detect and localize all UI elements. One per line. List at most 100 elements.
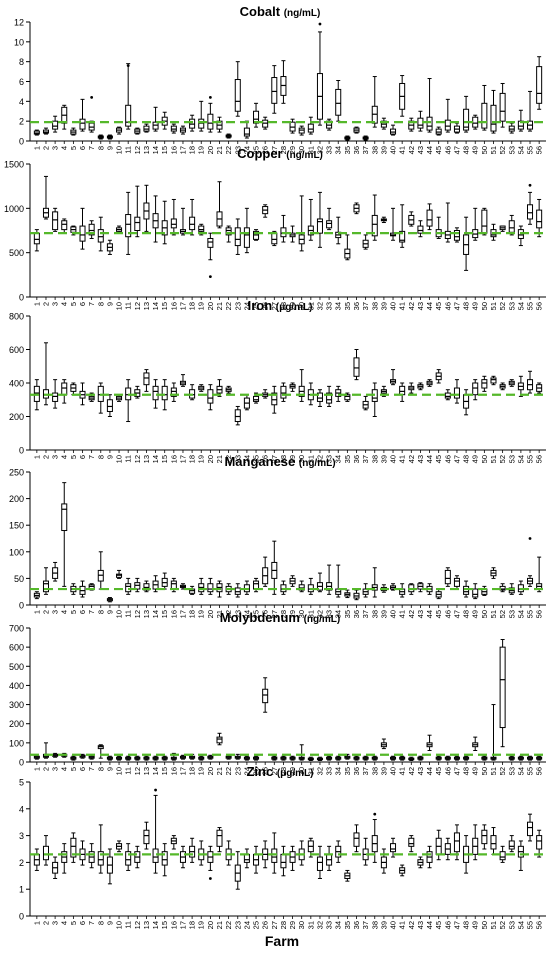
x-tick-label: 26 (261, 302, 270, 310)
box-farm-18 (189, 114, 196, 132)
x-tick-label: 36 (352, 921, 361, 929)
box-farm-6 (79, 98, 86, 132)
x-tick-label: 18 (188, 921, 197, 929)
x-tick-label: 6 (78, 921, 87, 925)
box-iqr (463, 585, 470, 595)
x-tick-label: 30 (297, 146, 306, 154)
box-farm-47 (453, 824, 460, 861)
box-farm-4 (61, 843, 68, 874)
box-iqr (499, 851, 506, 861)
x-tick-label: 17 (178, 146, 187, 154)
box-farm-39 (380, 738, 387, 750)
box-farm-23 (234, 218, 241, 255)
box-farm-31 (307, 198, 314, 241)
x-tick-label: 4 (60, 455, 69, 459)
y-tick-label: 10 (14, 37, 24, 47)
y-tick-label: 0 (19, 601, 24, 611)
x-tick-label: 56 (535, 455, 544, 463)
box-farm-29 (289, 575, 296, 587)
box-farm-13 (143, 123, 150, 133)
box-farm-22 (225, 385, 232, 394)
box-iqr (207, 389, 214, 404)
y-tick-label: 0 (19, 137, 24, 147)
x-tick-label: 3 (51, 146, 60, 150)
x-tick-label: 30 (297, 921, 306, 929)
x-tick-label: 9 (105, 767, 114, 771)
outlier-point (90, 95, 94, 99)
x-tick-label: 23 (233, 146, 242, 154)
x-tick-label: 8 (96, 302, 105, 306)
box-iqr (490, 835, 497, 850)
y-tick-label: 250 (9, 468, 24, 478)
box-farm-36 (353, 824, 360, 853)
box-farm-32 (316, 572, 323, 593)
x-tick-label: 27 (270, 146, 279, 154)
box-iqr (444, 569, 451, 585)
outlier-point (318, 22, 322, 26)
box-iqr (125, 214, 132, 238)
box-farm-15 (161, 843, 168, 877)
box-farm-28 (280, 382, 287, 402)
x-tick-label: 14 (151, 146, 160, 154)
x-tick-label: 1 (32, 610, 41, 614)
x-tick-label: 8 (96, 921, 105, 925)
x-tick-label: 50 (480, 146, 489, 154)
box-farm-30 (298, 195, 305, 252)
box-farm-32 (316, 31, 323, 126)
x-tick-label: 35 (343, 921, 352, 929)
box-farm-56 (536, 829, 543, 858)
x-tick-label: 15 (160, 921, 169, 929)
x-tick-label: 38 (370, 302, 379, 310)
x-tick-label: 10 (115, 921, 124, 929)
x-tick-label: 5 (69, 610, 78, 614)
x-tick-label: 12 (133, 767, 142, 775)
x-tick-label: 50 (480, 610, 489, 618)
box-farm-43 (417, 382, 424, 391)
box-farm-24 (243, 207, 250, 254)
box-farm-40 (390, 755, 397, 761)
x-tick-label: 31 (306, 767, 315, 775)
box-farm-39 (380, 385, 387, 397)
box-iqr (243, 127, 250, 137)
x-tick-label: 38 (370, 146, 379, 154)
x-tick-label: 11 (124, 302, 133, 310)
box-farm-37 (362, 234, 369, 250)
x-tick-label: 17 (178, 302, 187, 310)
x-tick-label: 11 (124, 455, 133, 463)
x-tick-label: 22 (224, 767, 233, 775)
x-tick-label: 52 (498, 146, 507, 154)
x-tick-label: 32 (315, 146, 324, 154)
box-farm-37 (362, 583, 369, 598)
x-tick-label: 28 (279, 146, 288, 154)
x-tick-label: 14 (151, 455, 160, 463)
box-farm-7 (88, 220, 95, 239)
box-iqr (52, 120, 59, 130)
x-tick-label: 22 (224, 610, 233, 618)
box-farm-47 (453, 575, 460, 590)
y-tick-label: 1 (19, 885, 24, 895)
box-farm-51 (490, 827, 497, 855)
x-tick-label: 55 (526, 767, 535, 775)
x-tick-label: 23 (233, 921, 242, 929)
box-farm-50 (481, 375, 488, 392)
panel-title: Copper (ng/mL) (237, 146, 323, 161)
x-tick-label: 3 (51, 455, 60, 459)
box-iqr (52, 211, 59, 231)
x-tick-label: 48 (462, 767, 471, 775)
box-iqr (152, 385, 159, 401)
box-iqr (253, 580, 260, 590)
box-farm-9 (106, 239, 113, 255)
x-tick-label: 37 (361, 921, 370, 929)
box-farm-11 (125, 577, 132, 595)
box-iqr (143, 372, 150, 386)
box-farm-51 (490, 567, 497, 579)
box-farm-41 (399, 755, 406, 761)
y-tick-label: 1500 (4, 160, 24, 170)
x-tick-label: 26 (261, 455, 270, 463)
panel-title: Zinc (μg/mL) (246, 764, 313, 779)
x-tick-label: 48 (462, 146, 471, 154)
x-tick-label: 21 (215, 302, 224, 310)
x-tick-label: 7 (87, 921, 96, 925)
x-tick-label: 46 (443, 767, 452, 775)
